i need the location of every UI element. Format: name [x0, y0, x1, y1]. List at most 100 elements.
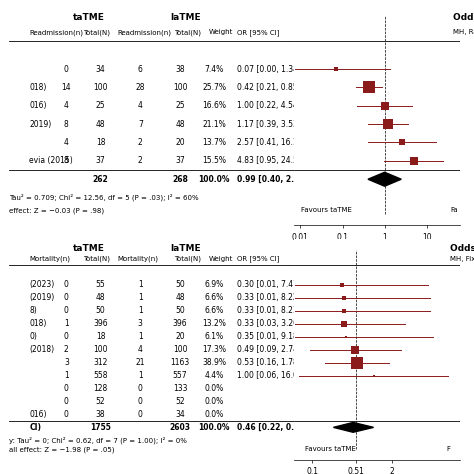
Text: 312: 312 — [93, 358, 108, 367]
Text: 100.0%: 100.0% — [199, 423, 230, 432]
Text: 1: 1 — [138, 306, 143, 315]
Text: 4: 4 — [138, 101, 143, 110]
Text: 2: 2 — [64, 345, 69, 354]
Text: 0.49 [0.09, 2.74]: 0.49 [0.09, 2.74] — [237, 345, 301, 354]
Text: 0.33 [0.03, 3.20]: 0.33 [0.03, 3.20] — [237, 319, 301, 328]
Text: 0.33 [0.01, 8.21]: 0.33 [0.01, 8.21] — [237, 306, 301, 315]
Polygon shape — [368, 172, 401, 186]
Text: all effect: Z = −1.98 (P = .05): all effect: Z = −1.98 (P = .05) — [9, 446, 115, 453]
Text: 0: 0 — [64, 384, 69, 393]
Text: 52: 52 — [175, 397, 185, 406]
Text: 0.35 [0.01, 9.18]: 0.35 [0.01, 9.18] — [237, 332, 301, 341]
Text: 100: 100 — [93, 345, 108, 354]
Text: 100.0%: 100.0% — [199, 175, 230, 184]
Text: 55: 55 — [96, 280, 105, 289]
Text: (2023): (2023) — [29, 280, 55, 289]
Text: 0.53 [0.16, 1.78]: 0.53 [0.16, 1.78] — [237, 358, 301, 367]
Text: Total(N): Total(N) — [174, 255, 201, 262]
Text: Mortality(n): Mortality(n) — [29, 255, 70, 262]
Text: laTME: laTME — [171, 244, 201, 253]
Text: 8: 8 — [64, 119, 69, 128]
Text: 0: 0 — [138, 384, 143, 393]
Text: 38: 38 — [96, 410, 105, 419]
Text: OR [95% CI]: OR [95% CI] — [237, 29, 279, 36]
Text: Total(N): Total(N) — [83, 255, 110, 262]
Text: 13.7%: 13.7% — [202, 138, 226, 147]
Text: 20: 20 — [175, 332, 185, 341]
Text: 3: 3 — [64, 358, 69, 367]
Text: taTME: taTME — [73, 244, 105, 253]
Text: 396: 396 — [173, 319, 187, 328]
Text: 1: 1 — [138, 293, 143, 302]
Text: 6: 6 — [138, 64, 143, 73]
Text: 0.0%: 0.0% — [205, 384, 224, 393]
Text: 1163: 1163 — [171, 358, 190, 367]
Text: 16.6%: 16.6% — [202, 101, 226, 110]
Text: 14: 14 — [62, 83, 71, 92]
Text: 1: 1 — [138, 332, 143, 341]
Text: 48: 48 — [175, 119, 185, 128]
Text: 18: 18 — [96, 332, 105, 341]
Text: 37: 37 — [96, 156, 105, 165]
Text: 1.00 [0.22, 4.54]: 1.00 [0.22, 4.54] — [237, 101, 301, 110]
Text: 016): 016) — [29, 410, 47, 419]
Text: 25.7%: 25.7% — [202, 83, 226, 92]
Text: 0.42 [0.21, 0.85]: 0.42 [0.21, 0.85] — [237, 83, 301, 92]
Text: Odds Ra: Odds Ra — [453, 13, 474, 22]
Text: 1: 1 — [64, 371, 69, 380]
Text: 1: 1 — [64, 319, 69, 328]
Text: 34: 34 — [175, 410, 185, 419]
Text: 100: 100 — [173, 83, 187, 92]
Text: 4.4%: 4.4% — [205, 371, 224, 380]
Text: evia (2015): evia (2015) — [29, 156, 73, 165]
Text: 34: 34 — [96, 64, 105, 73]
Text: 396: 396 — [93, 319, 108, 328]
Text: Weight: Weight — [209, 256, 233, 262]
Text: 8): 8) — [29, 306, 37, 315]
Text: 7.4%: 7.4% — [205, 64, 224, 73]
Text: MH, Fixed,: MH, Fixed, — [450, 256, 474, 262]
Text: effect: Z = −0.03 (P = .98): effect: Z = −0.03 (P = .98) — [9, 207, 105, 214]
Text: 0.99 [0.40, 2.46]: 0.99 [0.40, 2.46] — [237, 175, 308, 184]
Text: 4.83 [0.95, 24.54]: 4.83 [0.95, 24.54] — [237, 156, 306, 165]
Text: 0.0%: 0.0% — [205, 397, 224, 406]
Text: 13.2%: 13.2% — [202, 319, 226, 328]
Text: Favours taTME: Favours taTME — [301, 208, 352, 213]
Text: 1: 1 — [138, 280, 143, 289]
Text: 558: 558 — [93, 371, 108, 380]
Text: 016): 016) — [29, 101, 47, 110]
Text: 8: 8 — [64, 156, 69, 165]
Text: 6.6%: 6.6% — [205, 293, 224, 302]
Text: 50: 50 — [175, 280, 185, 289]
Text: 50: 50 — [175, 306, 185, 315]
Text: 38: 38 — [175, 64, 185, 73]
Text: (2018): (2018) — [29, 345, 55, 354]
Text: 21.1%: 21.1% — [202, 119, 226, 128]
Text: 38.9%: 38.9% — [202, 358, 226, 367]
Text: 21: 21 — [136, 358, 145, 367]
Text: Readmission(n): Readmission(n) — [29, 29, 83, 36]
Text: 100: 100 — [93, 83, 108, 92]
Text: MH, Random,: MH, Random, — [453, 29, 474, 35]
Text: Total(N): Total(N) — [174, 29, 201, 36]
Text: 0.46 [0.22, 0.99]: 0.46 [0.22, 0.99] — [237, 423, 308, 432]
Text: 0.0%: 0.0% — [205, 410, 224, 419]
Text: 128: 128 — [93, 384, 108, 393]
Text: 2603: 2603 — [170, 423, 191, 432]
Text: 0: 0 — [138, 410, 143, 419]
Text: 2: 2 — [138, 156, 143, 165]
Text: 262: 262 — [92, 175, 109, 184]
Text: (2019): (2019) — [29, 293, 55, 302]
Text: 6.9%: 6.9% — [205, 280, 224, 289]
Text: 3: 3 — [138, 319, 143, 328]
Text: 100: 100 — [173, 345, 187, 354]
Text: 557: 557 — [173, 371, 187, 380]
Text: 2.57 [0.41, 16.12]: 2.57 [0.41, 16.12] — [237, 138, 305, 147]
Text: 37: 37 — [175, 156, 185, 165]
Text: 50: 50 — [96, 306, 105, 315]
Text: 18: 18 — [96, 138, 105, 147]
Text: 268: 268 — [172, 175, 188, 184]
Text: 0: 0 — [64, 280, 69, 289]
Text: Fa: Fa — [450, 208, 458, 213]
Text: 4: 4 — [64, 101, 69, 110]
